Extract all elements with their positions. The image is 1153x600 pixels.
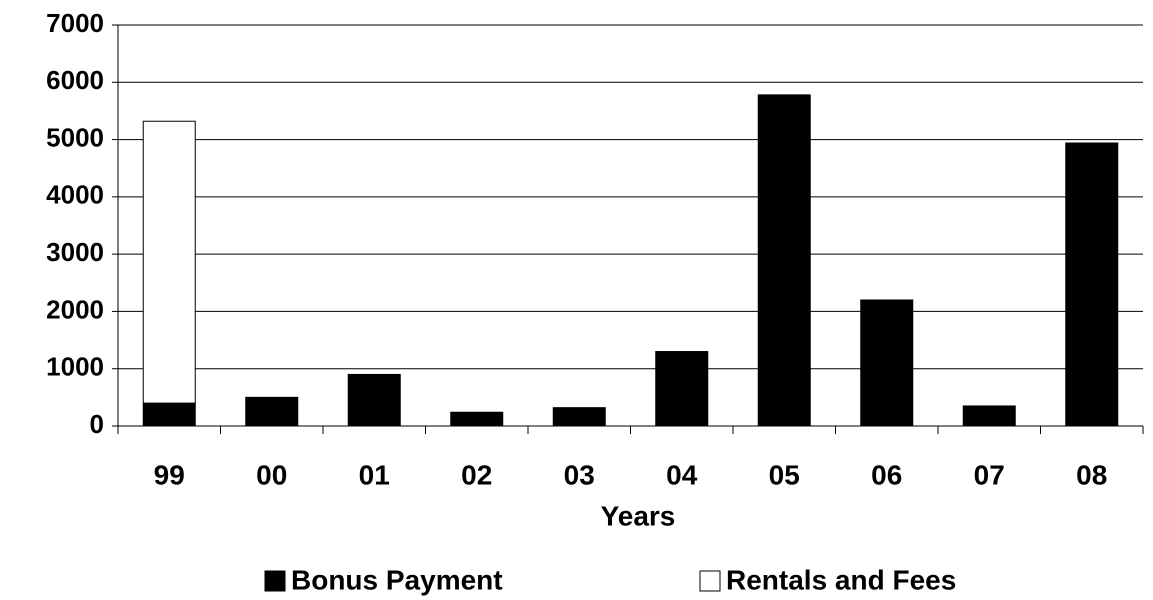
bar-segment <box>860 299 914 427</box>
y-tick-label: 7000 <box>46 8 104 38</box>
bar-segment <box>245 396 299 427</box>
x-tick-label: 00 <box>256 459 287 490</box>
y-tick-label: 1000 <box>46 352 104 382</box>
x-tick-label: 01 <box>359 459 390 490</box>
y-tick-label: 6000 <box>46 65 104 95</box>
legend-label: Bonus Payment <box>291 564 503 595</box>
legend-swatch <box>699 570 721 592</box>
x-tick-label: 03 <box>564 459 595 490</box>
x-axis-label: Years <box>601 500 676 531</box>
y-tick-label: 3000 <box>46 237 104 267</box>
x-tick-label: 04 <box>666 459 698 490</box>
x-tick-label: 05 <box>769 459 800 490</box>
x-tick-label: 06 <box>871 459 902 490</box>
y-tick-label: 2000 <box>46 294 104 324</box>
bar-segment <box>142 402 196 427</box>
bar-segment <box>450 411 504 427</box>
bar-segment <box>757 94 811 427</box>
y-tick-label: 0 <box>90 409 104 439</box>
legend-label: Rentals and Fees <box>726 564 956 595</box>
x-tick-label: 08 <box>1076 459 1107 490</box>
legend-swatch <box>264 570 286 592</box>
bar-segment <box>655 351 709 427</box>
y-tick-label: 5000 <box>46 122 104 152</box>
bar-segment <box>962 405 1016 427</box>
bar-segment <box>142 120 196 404</box>
bar-segment <box>347 373 401 427</box>
x-tick-label: 07 <box>974 459 1005 490</box>
bar-segment <box>552 407 606 427</box>
y-tick-label: 4000 <box>46 180 104 210</box>
x-tick-label: 99 <box>154 459 185 490</box>
bar-segment <box>1065 142 1119 427</box>
x-tick-label: 02 <box>461 459 492 490</box>
